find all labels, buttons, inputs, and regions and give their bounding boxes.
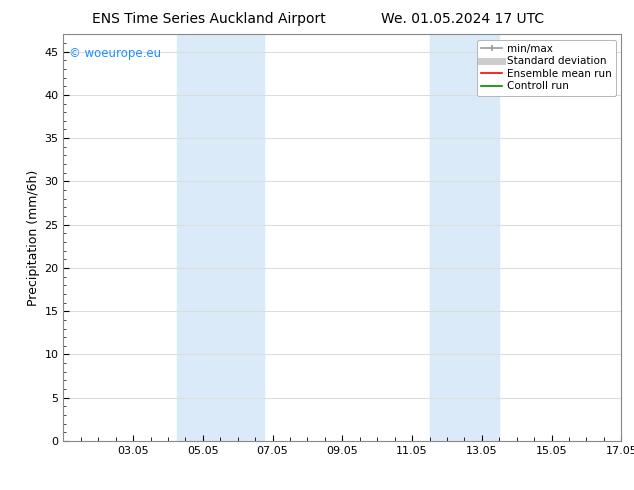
Legend: min/max, Standard deviation, Ensemble mean run, Controll run: min/max, Standard deviation, Ensemble me… [477,40,616,96]
Bar [429,34,500,441]
Y-axis label: Precipitation (mm/6h): Precipitation (mm/6h) [27,170,40,306]
Bar [177,34,264,441]
Text: ENS Time Series Auckland Airport: ENS Time Series Auckland Airport [93,12,326,26]
Text: © woeurope.eu: © woeurope.eu [69,47,161,59]
Text: We. 01.05.2024 17 UTC: We. 01.05.2024 17 UTC [381,12,545,26]
